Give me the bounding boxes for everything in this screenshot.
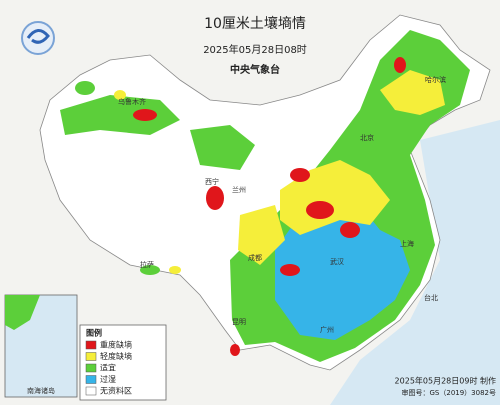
legend-swatch bbox=[85, 375, 97, 384]
legend-label: 无资料区 bbox=[100, 386, 132, 396]
inset-land bbox=[5, 295, 40, 330]
place-labels: 乌鲁木齐 拉萨 西宁 兰州 成都 北京 武汉 上海 广州 昆明 哈尔滨 台北 bbox=[118, 75, 446, 334]
inset-label: 南海诸岛 bbox=[27, 386, 55, 395]
sea bbox=[330, 120, 500, 405]
legend-label: 重度缺墒 bbox=[100, 340, 132, 350]
place-label: 哈尔滨 bbox=[425, 75, 446, 84]
region bbox=[340, 222, 360, 238]
logo bbox=[21, 21, 55, 55]
legend-swatch bbox=[85, 352, 97, 361]
region bbox=[169, 266, 181, 274]
legend-swatch bbox=[85, 363, 97, 373]
region bbox=[238, 205, 285, 265]
legend-label: 过湿 bbox=[100, 374, 116, 384]
place-label: 台北 bbox=[424, 293, 438, 302]
place-label: 兰州 bbox=[232, 185, 246, 194]
place-label: 北京 bbox=[360, 133, 374, 142]
legend-swatch bbox=[85, 386, 97, 396]
title: 10厘米土壤墒情 bbox=[204, 15, 306, 32]
region bbox=[280, 264, 300, 276]
region bbox=[380, 70, 445, 115]
place-label: 武汉 bbox=[330, 257, 344, 266]
place-label: 广州 bbox=[320, 325, 334, 334]
region bbox=[306, 201, 334, 219]
region bbox=[75, 81, 95, 95]
legend-swatch bbox=[85, 340, 97, 350]
place-label: 成都 bbox=[248, 253, 262, 262]
date: 2025年05月28日08时 bbox=[203, 43, 307, 56]
legend-label: 轻度缺墒 bbox=[100, 351, 132, 361]
moisture-regions bbox=[60, 30, 470, 362]
approval-number: 审图号：GS（2019）3082号 bbox=[402, 388, 497, 397]
place-label: 乌鲁木齐 bbox=[118, 97, 146, 106]
region bbox=[206, 186, 224, 210]
region bbox=[190, 125, 255, 170]
made-time: 2025年05月28日09时 制作 bbox=[395, 376, 496, 386]
region bbox=[60, 95, 180, 135]
logo-mark bbox=[26, 29, 50, 44]
place-label: 拉萨 bbox=[140, 260, 154, 269]
place-label: 西宁 bbox=[205, 177, 219, 186]
place-label: 上海 bbox=[400, 239, 414, 248]
region bbox=[230, 344, 240, 356]
region bbox=[114, 90, 126, 100]
legend-title: 图例 bbox=[86, 328, 102, 338]
place-label: 昆明 bbox=[232, 318, 246, 326]
region bbox=[133, 109, 157, 121]
agency: 中央气象台 bbox=[230, 63, 280, 76]
region bbox=[140, 265, 160, 275]
region bbox=[394, 57, 406, 73]
region bbox=[368, 234, 392, 246]
legend-label: 适宜 bbox=[100, 363, 116, 373]
region bbox=[290, 168, 310, 182]
